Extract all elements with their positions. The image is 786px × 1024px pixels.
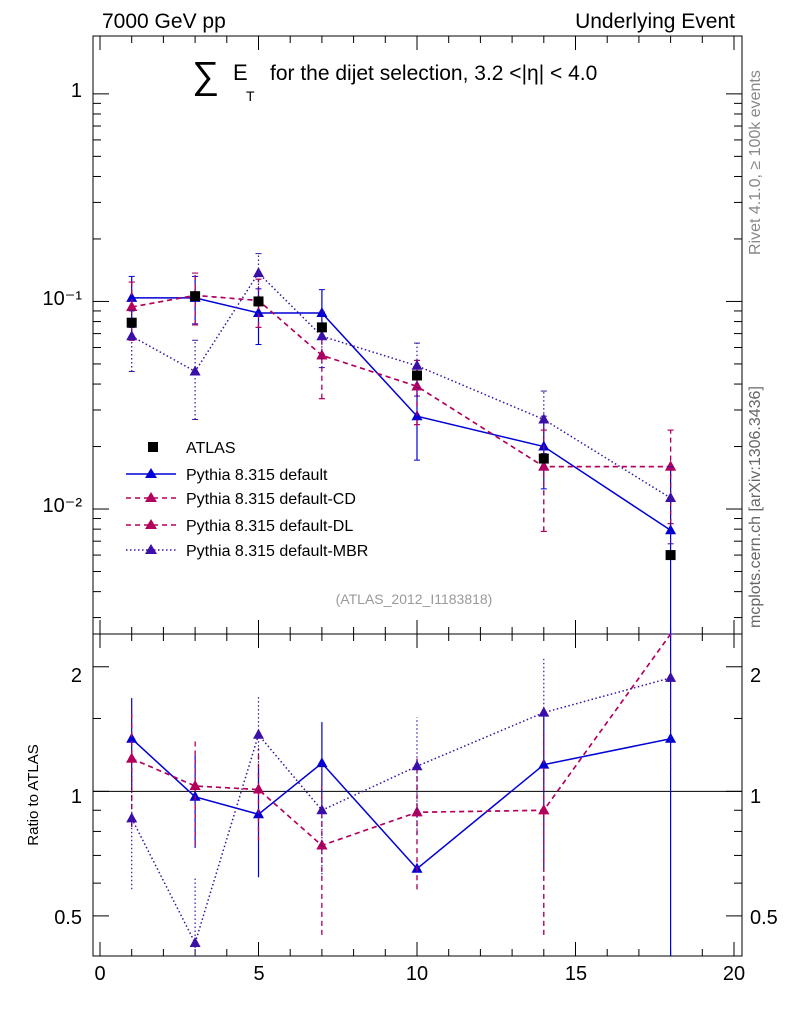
ratio-series-3: [126, 633, 672, 935]
data-point: [126, 330, 138, 341]
main-plot-marks: [126, 253, 677, 635]
atlas-data-point: [665, 550, 676, 561]
ratio-series-2: [126, 633, 672, 935]
ratio-line: [131, 633, 672, 847]
title-subscript: T: [246, 88, 255, 104]
atlas-data-point: [412, 370, 422, 381]
data-point: [253, 267, 264, 278]
ratio-y-axis-label: Ratio to ATLAS: [25, 744, 42, 845]
ratio-point: [316, 804, 328, 815]
x-tick-label: 15: [565, 963, 587, 985]
legend-marker-default: [145, 468, 157, 478]
legend-marker-cd: [145, 492, 157, 502]
legend-marker-atlas: [148, 442, 158, 452]
legend-label-cd: Pythia 8.315 default-CD: [186, 491, 356, 508]
ratio-point: [189, 780, 201, 791]
data-point: [538, 460, 550, 471]
series-4: [126, 253, 677, 545]
ratio-point: [316, 839, 328, 850]
legend: ATLAS Pythia 8.315 default Pythia 8.315 …: [126, 440, 368, 560]
data-point: [316, 330, 328, 341]
atlas-data-point: [538, 453, 549, 464]
axis-ticks: [93, 36, 742, 956]
ratio-line: [131, 633, 672, 847]
x-tick-label: 0: [94, 963, 105, 985]
ratio-line: [131, 677, 671, 946]
legend-label-default: Pythia 8.315 default: [186, 467, 328, 484]
ratio-point: [253, 728, 264, 739]
data-point: [411, 380, 423, 391]
data-point: [411, 359, 423, 370]
data-point: [665, 460, 677, 471]
ratio-point: [253, 783, 264, 794]
main-y-tick-label: 10⁻²: [43, 495, 83, 517]
ratio-point: [126, 812, 138, 823]
atlas-data-point: [316, 322, 327, 333]
side-rivet-label: Rivet 4.1.0, ≥ 100k events: [747, 70, 764, 255]
legend-marker-mbr: [145, 544, 157, 554]
data-point: [126, 291, 138, 302]
data-point: [189, 365, 201, 376]
ratio-y-tick-label-right: 1: [750, 786, 761, 808]
x-tick-label: 20: [723, 963, 745, 985]
analysis-watermark: (ATLAS_2012_I1183818): [336, 591, 493, 607]
ratio-series-4: [126, 657, 677, 956]
ratio-point: [126, 732, 138, 743]
ratio-point: [538, 804, 550, 815]
ratio-y-tick-label-right: 2: [750, 665, 761, 687]
data-point: [665, 524, 677, 535]
ratio-series-1: [126, 634, 677, 956]
header-right: Underlying Event: [575, 10, 735, 33]
data-point: [126, 301, 138, 312]
header-left: 7000 GeV pp: [102, 10, 226, 33]
side-mcplots-label: mcplots.cern.ch [arXiv:1306.3436]: [747, 386, 764, 628]
ratio-point: [126, 752, 138, 763]
ratio-y-tick-label-left: 1: [71, 786, 82, 808]
ratio-point: [189, 937, 201, 948]
title-e-letter: E: [233, 60, 248, 85]
data-point: [538, 413, 550, 424]
legend-marker-dl: [145, 519, 157, 529]
ratio-y-tick-label-right: 0.5: [750, 907, 778, 929]
ratio-point: [665, 671, 677, 682]
data-point: [253, 306, 264, 317]
series-line: [131, 271, 671, 499]
title-sum-symbol: ∑: [192, 55, 219, 97]
x-tick-label: 10: [406, 963, 428, 985]
ratio-point: [411, 760, 423, 771]
atlas-data-point: [190, 291, 201, 302]
data-point: [665, 492, 677, 503]
x-tick-label: 5: [253, 963, 264, 985]
ratio-point: [538, 706, 550, 717]
title-text: for the dijet selection, 3.2 <|η| < 4.0: [270, 62, 597, 85]
ratio-y-tick-label-left: 2: [71, 665, 82, 687]
ratio-y-tick-label-left: 0.5: [54, 907, 82, 929]
legend-label-dl: Pythia 8.315 default-DL: [186, 518, 353, 535]
ratio-plot-marks: [126, 633, 677, 956]
ratio-point: [411, 806, 423, 817]
ratio-point: [665, 732, 677, 743]
ratio-line: [131, 738, 671, 870]
main-y-tick-label: 1: [71, 80, 82, 102]
legend-label-mbr: Pythia 8.315 default-MBR: [186, 543, 368, 560]
main-y-tick-label: 10⁻¹: [43, 288, 83, 310]
legend-label-atlas: ATLAS: [186, 440, 236, 457]
atlas-data-point: [126, 317, 137, 328]
atlas-data-point: [253, 296, 264, 307]
